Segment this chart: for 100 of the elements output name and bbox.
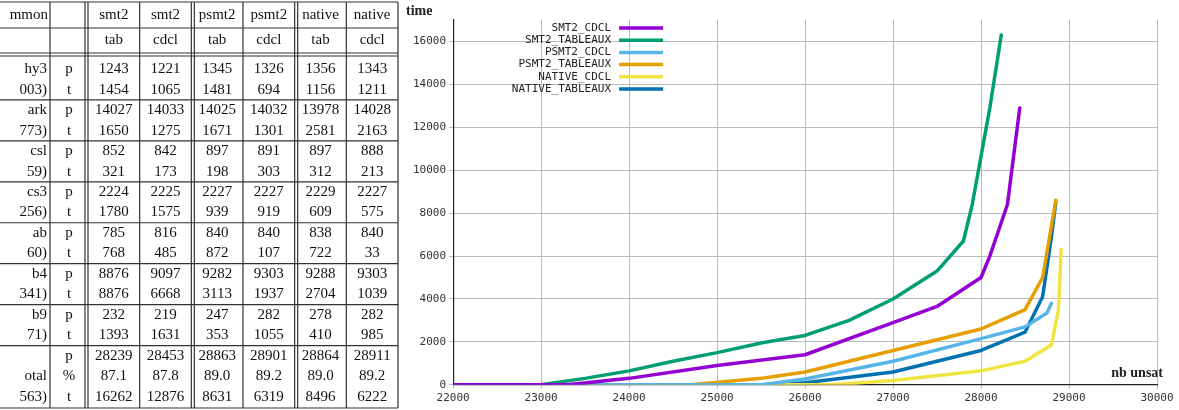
data-label: 9303 <box>357 264 388 281</box>
data-label: 28239 <box>95 346 133 363</box>
y-tick-label: t <box>66 285 72 302</box>
data-label: 694 <box>257 80 281 97</box>
data-label: 888 <box>360 142 384 159</box>
x-tick-label: 25000 <box>700 391 734 405</box>
data-label: 985 <box>360 326 384 343</box>
data-label: 8631 <box>202 387 233 404</box>
data-label: 897 <box>309 142 333 159</box>
data-label: 722 <box>309 244 332 261</box>
data-label: 247 <box>205 305 229 322</box>
data-label: 219 <box>154 305 177 322</box>
x-tick-label: 26000 <box>788 391 822 405</box>
y2-tick-label: 60) <box>27 244 47 262</box>
x-tick-label: native tab <box>302 5 340 47</box>
data-label: 2704 <box>305 285 336 302</box>
data-label: 1631 <box>150 326 181 343</box>
data-label: 1650 <box>98 121 129 138</box>
y-tick-label: t <box>66 203 72 220</box>
legend-label: PSMT2_TABLEAUX <box>518 57 612 71</box>
data-label: 872 <box>205 244 229 261</box>
data-label: 3113 <box>202 285 232 302</box>
data-label: 2229 <box>305 183 336 199</box>
data-label: 1221 <box>150 60 181 77</box>
data-label: 939 <box>205 203 229 220</box>
data-label: 840 <box>205 223 229 240</box>
data-label: 2225 <box>150 183 181 199</box>
data-label: 1211 <box>357 80 387 97</box>
x-tick-label: smt2 cdcl <box>150 5 181 47</box>
y-axis-title: time <box>406 2 433 18</box>
data-label: 2581 <box>305 121 336 138</box>
y-tick-label: t <box>66 387 72 404</box>
data-label: 353 <box>205 326 229 343</box>
data-label: 2227 <box>357 183 388 199</box>
x-tick-label: psmt2 tab <box>198 5 236 47</box>
data-label: 6222 <box>357 387 388 404</box>
data-label: 1481 <box>202 80 233 97</box>
data-label: 28864 <box>301 346 340 363</box>
y-tick-label: 12000 <box>412 120 447 134</box>
data-label: 897 <box>205 142 229 159</box>
y-tick-label: 0 <box>439 377 447 391</box>
data-label: 28863 <box>198 346 236 363</box>
data-label: 1780 <box>98 203 129 220</box>
y2-tick-label: 341) <box>19 285 47 303</box>
data-label: 919 <box>257 203 281 220</box>
y2-tick-label: 773) <box>19 121 47 139</box>
y2-tick-label: csl <box>30 142 47 159</box>
y-tick-label: 14000 <box>412 77 447 91</box>
data-label: 33 <box>364 244 380 261</box>
y2-tick-label: 563) <box>19 387 47 405</box>
data-label: 1575 <box>150 203 181 220</box>
data-label: 2224 <box>98 183 130 199</box>
y-tick-label: p <box>65 183 73 199</box>
data-label: 816 <box>154 223 178 240</box>
data-label: 87.1 <box>100 367 127 384</box>
data-label: 1055 <box>253 326 284 343</box>
data-label: 12876 <box>146 387 185 404</box>
data-label: 14028 <box>353 101 391 118</box>
y2-tick-label: ark <box>27 101 48 118</box>
x-tick-label: native cdcl <box>353 5 391 47</box>
y-tick-label: 4000 <box>419 291 447 305</box>
data-label: 1345 <box>202 60 233 77</box>
data-label: 838 <box>309 223 332 240</box>
y-tick-label: t <box>66 121 72 138</box>
y2-tick-label: 59) <box>27 162 47 180</box>
data-label: 321 <box>102 162 126 179</box>
y2-tick-label: otal <box>24 367 47 384</box>
y-tick-label: 6000 <box>419 248 447 262</box>
x-tick-label: 30000 <box>1140 391 1174 405</box>
legend-label: SMT2_TABLEAUX <box>525 33 612 47</box>
x-tick-label: 27000 <box>876 391 910 405</box>
data-label: 8496 <box>305 387 336 404</box>
y-tick-label: p <box>65 142 73 159</box>
y-tick-label: p <box>65 60 73 77</box>
data-label: 278 <box>309 305 332 322</box>
data-label: 6668 <box>150 285 181 302</box>
data-label: 28453 <box>146 346 185 363</box>
data-label: 14032 <box>250 101 288 118</box>
data-label: 173 <box>154 162 177 179</box>
data-label: 8876 <box>98 285 130 302</box>
data-label: 1393 <box>98 326 129 343</box>
data-label: 609 <box>309 203 332 220</box>
data-label: 485 <box>154 244 177 261</box>
data-label: 2227 <box>202 183 233 199</box>
data-label: 89.2 <box>255 367 282 384</box>
data-label: 842 <box>154 142 177 159</box>
y-tick-label: t <box>66 244 72 261</box>
x-tick-label: smt2 tab <box>99 5 129 47</box>
x-tick-label: 22000 <box>436 391 470 405</box>
data-label: 8876 <box>98 264 130 281</box>
y-tick-label: p <box>65 346 73 363</box>
legend-label: PSMT2_CDCL <box>544 45 612 59</box>
y2-tick-label: ab <box>32 223 47 240</box>
y-tick-label: p <box>65 264 73 281</box>
data-label: 9303 <box>253 264 284 281</box>
y2-tick-label: b9 <box>32 305 47 322</box>
y-tick-label: t <box>66 162 72 179</box>
x-tick-label: 24000 <box>612 391 646 405</box>
data-label: 575 <box>360 203 384 220</box>
data-label: 16262 <box>95 387 133 404</box>
